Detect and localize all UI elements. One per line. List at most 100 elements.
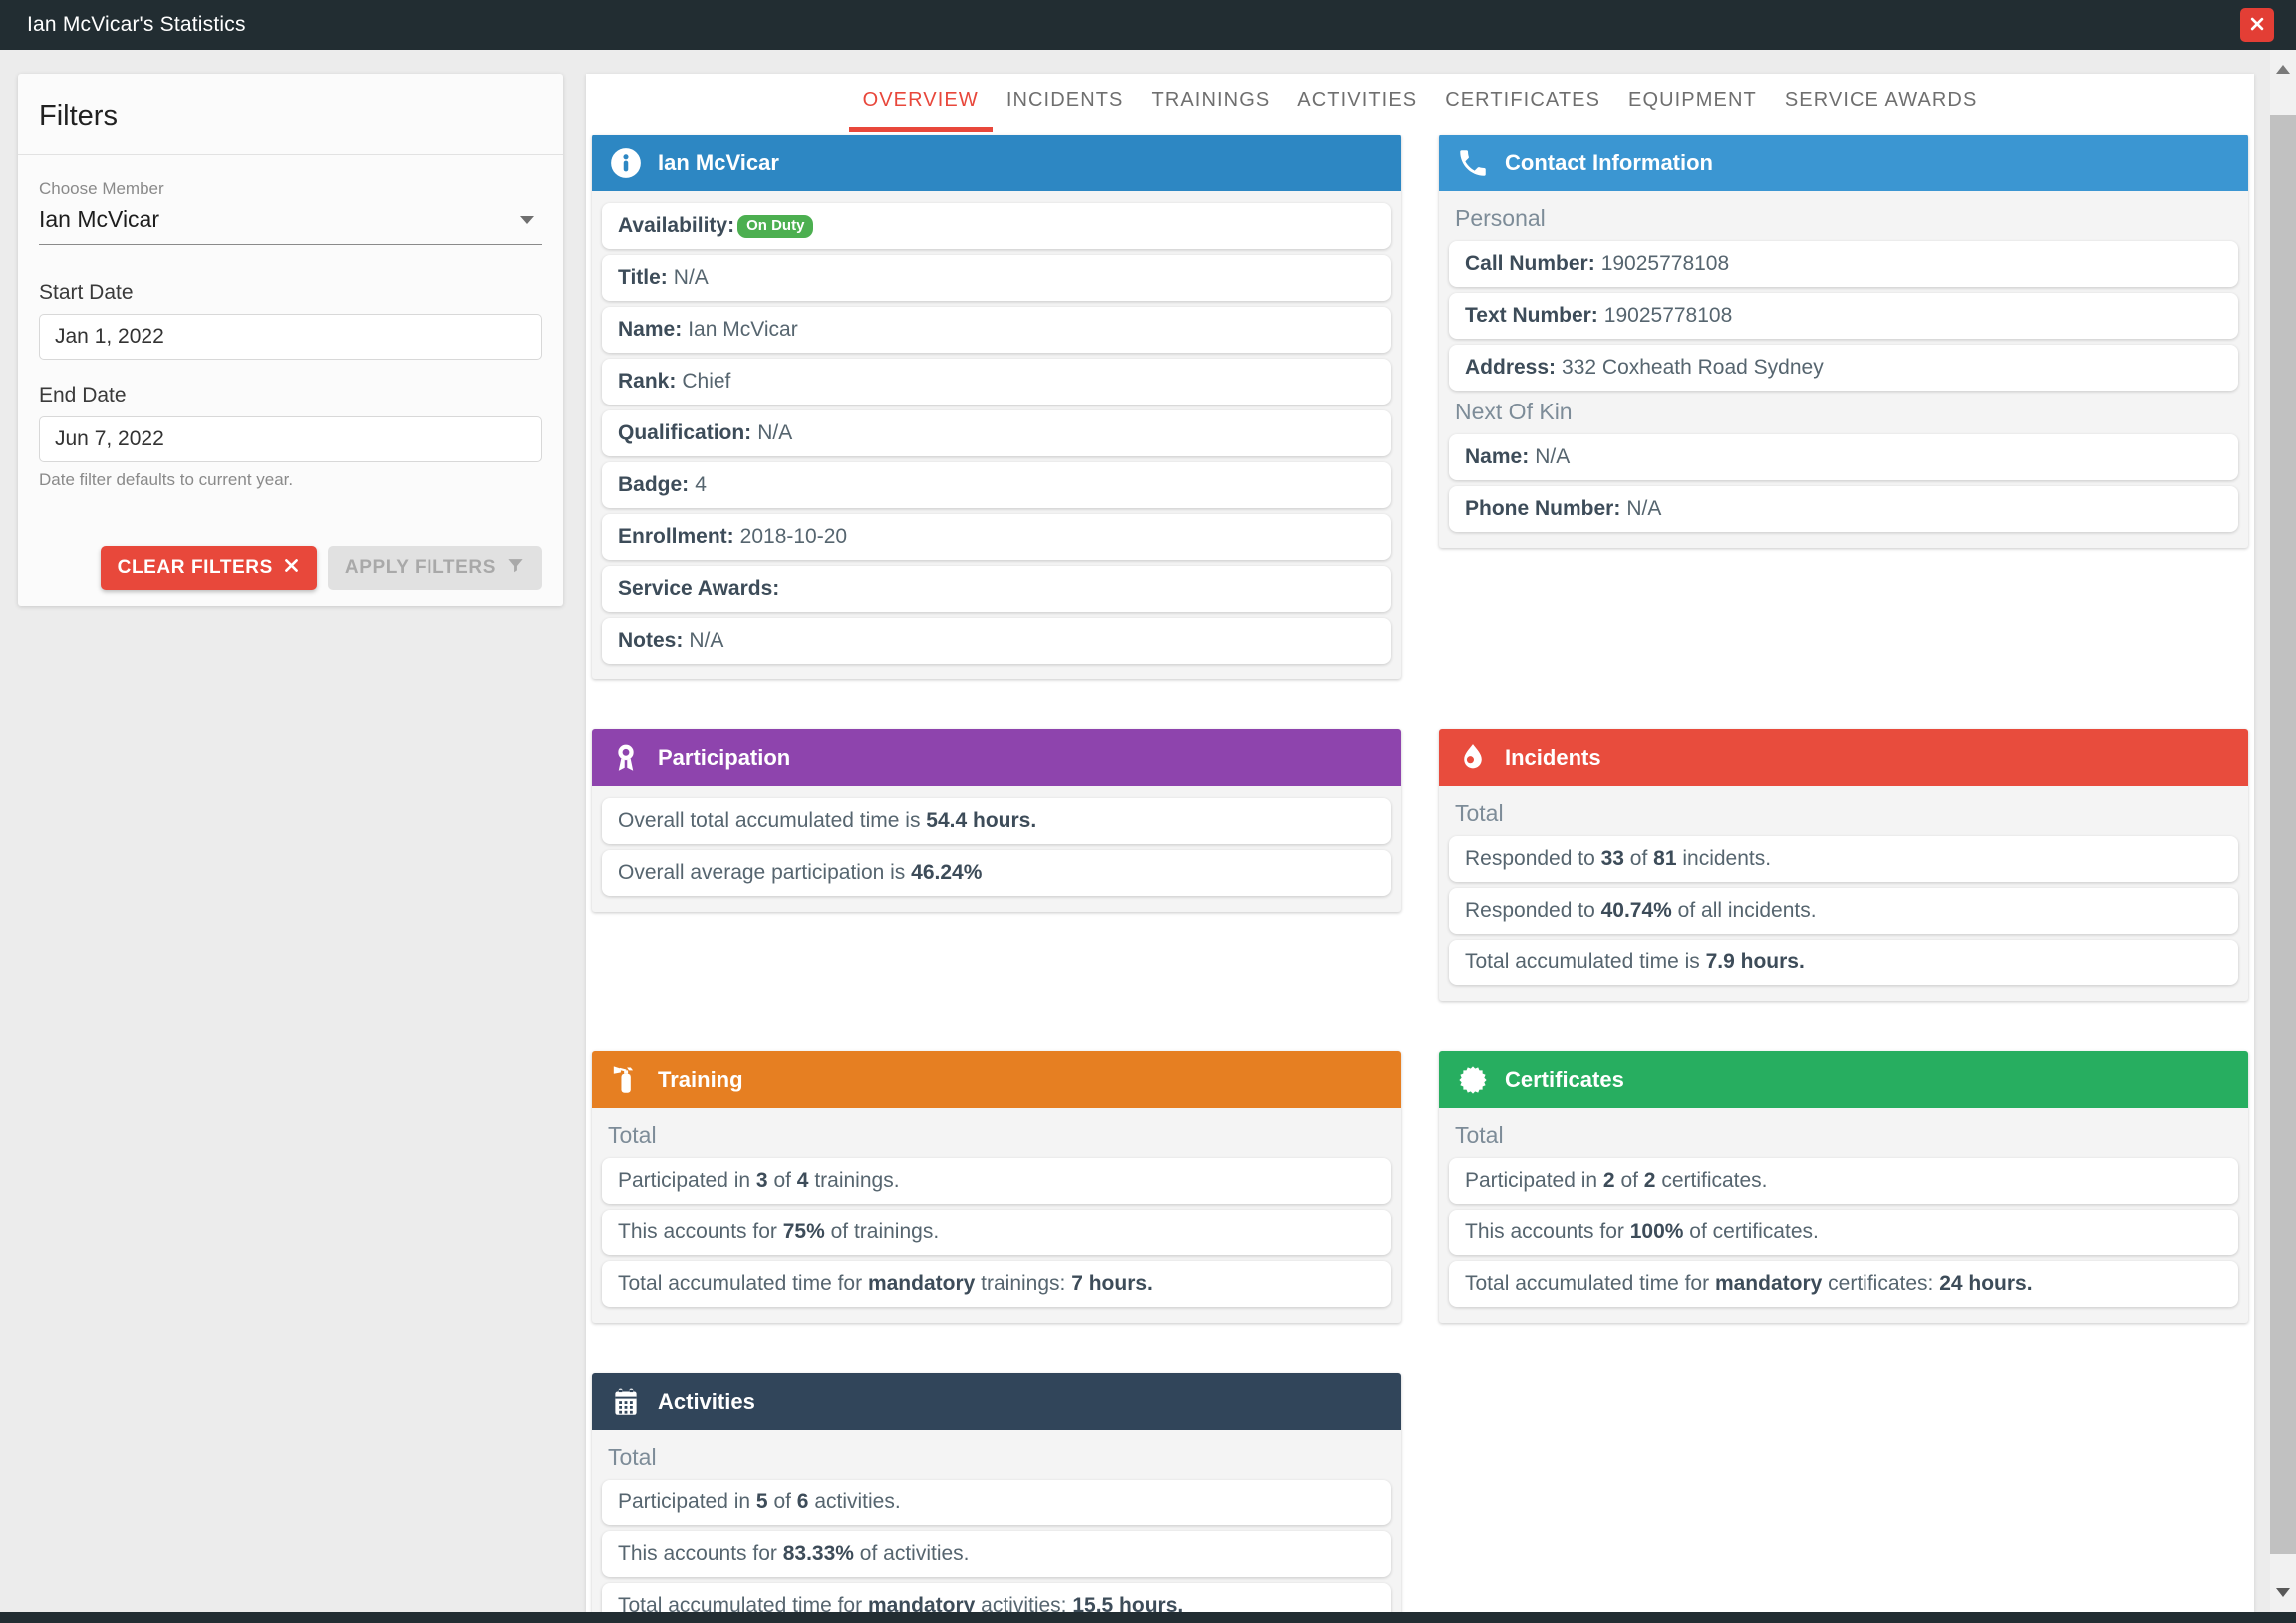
qualification-label: Qualification: [618, 421, 752, 444]
close-icon [2248, 15, 2266, 36]
title-label: Title: [618, 266, 668, 289]
tab-activities[interactable]: ACTIVITIES [1284, 74, 1431, 132]
funnel-icon [506, 556, 525, 581]
stat-value: 2 [1643, 1169, 1656, 1192]
address-label: Address: [1465, 356, 1557, 379]
qualification-value: N/A [757, 421, 793, 444]
certificates-percent-row: This accounts for 100% of certificates. [1449, 1210, 2238, 1255]
activities-card: Activities Total Participated in 5 of 6 … [592, 1373, 1401, 1612]
qualification-row: Qualification: N/A [602, 410, 1391, 456]
stat-text: of [1614, 1169, 1644, 1192]
triangle-up-icon [2276, 64, 2290, 74]
tab-certificates[interactable]: CERTIFICATES [1431, 74, 1614, 132]
cards-grid: Ian McVicar Availability: On Duty Title: N… [586, 132, 2254, 1612]
award-ribbon-icon [608, 740, 644, 776]
scrollbar-up-arrow[interactable] [2270, 54, 2296, 84]
stat-value: mandatory [867, 1272, 976, 1295]
certificates-time-row: Total accumulated time for mandatory cer… [1449, 1261, 2238, 1307]
rank-row: Rank: Chief [602, 359, 1391, 405]
stat-text: This accounts for [618, 1542, 783, 1565]
tab-equipment-label: EQUIPMENT [1628, 89, 1757, 111]
activities-time-row: Total accumulated time for mandatory act… [602, 1583, 1391, 1612]
stat-text: This accounts for [1465, 1220, 1630, 1243]
tab-activities-label: ACTIVITIES [1297, 89, 1418, 111]
vertical-scrollbar[interactable] [2270, 50, 2296, 1623]
stat-text: activities. [808, 1490, 901, 1513]
certificates-card-header: Certificates [1439, 1051, 2248, 1108]
scrollbar-thumb[interactable] [2270, 115, 2296, 1554]
end-date-label: End Date [39, 384, 127, 406]
triangle-down-icon [2276, 1587, 2290, 1597]
stat-text: of [767, 1169, 797, 1192]
training-card-title: Training [658, 1066, 743, 1092]
personal-section-label: Personal [1455, 205, 1546, 231]
notes-value: N/A [689, 629, 724, 652]
incidents-card-title: Incidents [1505, 744, 1601, 770]
stat-value: 83.33% [782, 1542, 854, 1565]
incidents-total-label: Total [1455, 800, 1504, 826]
clear-filters-button[interactable]: CLEAR FILTERS [100, 546, 317, 590]
activities-card-title: Activities [658, 1388, 755, 1414]
tab-certificates-label: CERTIFICATES [1445, 89, 1601, 111]
badge-row: Badge: 4 [602, 462, 1391, 508]
on-duty-badge: On Duty [737, 215, 814, 238]
member-card-header: Ian McVicar [592, 135, 1401, 191]
stat-text: of certificates. [1683, 1220, 1819, 1243]
clear-x-icon [283, 557, 300, 580]
tab-equipment[interactable]: EQUIPMENT [1614, 74, 1771, 132]
tab-service-awards[interactable]: SERVICE AWARDS [1771, 74, 1992, 132]
member-select[interactable]: Ian McVicar [39, 199, 542, 245]
stat-text: activities: [975, 1594, 1073, 1612]
stat-text: Responded to [1465, 899, 1601, 922]
address-value: 332 Coxheath Road Sydney [1562, 356, 1824, 379]
stat-text: Total accumulated time for [618, 1594, 868, 1612]
kin-phone-value: N/A [1626, 497, 1662, 520]
name-value: Ian McVicar [688, 318, 798, 341]
training-card: Training Total Participated in 3 of 4 tr… [592, 1051, 1401, 1323]
notes-label: Notes: [618, 629, 684, 652]
tab-trainings[interactable]: TRAININGS [1138, 74, 1285, 132]
main-panel: OVERVIEW INCIDENTS TRAININGS ACTIVITIES … [586, 74, 2254, 1612]
stat-text: Participated in [618, 1490, 756, 1513]
tab-overview-label: OVERVIEW [862, 89, 979, 111]
incidents-card: Incidents Total Responded to 33 of 81 in… [1439, 729, 2248, 1001]
fire-extinguisher-icon [608, 1062, 644, 1098]
stat-text: Participated in [618, 1169, 756, 1192]
contact-card-header: Contact Information [1439, 135, 2248, 191]
incidents-percent-row: Responded to 40.74% of all incidents. [1449, 888, 2238, 934]
text-number-row: Text Number: 19025778108 [1449, 293, 2238, 339]
apply-filters-button[interactable]: APPLY FILTERS [327, 546, 542, 590]
stat-text: Responded to [1465, 847, 1601, 870]
activities-percent-row: This accounts for 83.33% of activities. [602, 1531, 1391, 1577]
call-number-value: 19025778108 [1600, 252, 1730, 275]
tab-incidents[interactable]: INCIDENTS [993, 74, 1138, 132]
next-of-kin-section-label: Next Of Kin [1455, 399, 1573, 424]
stat-value: 15.5 hours. [1072, 1594, 1184, 1612]
stat-text: trainings. [808, 1169, 900, 1192]
rank-label: Rank: [618, 370, 677, 393]
start-date-input[interactable]: Jan 1, 2022 [39, 314, 542, 360]
start-date-label: Start Date [39, 281, 134, 304]
participation-total-time-row: Overall total accumulated time is 54.4 h… [602, 798, 1391, 844]
stat-value: mandatory [867, 1594, 976, 1612]
enrollment-value: 2018-10-20 [739, 525, 848, 548]
title-value: N/A [673, 266, 709, 289]
training-time-row: Total accumulated time for mandatory tra… [602, 1261, 1391, 1307]
stat-text: certificates: [1822, 1272, 1940, 1295]
apply-filters-label: APPLY FILTERS [344, 557, 496, 578]
stat-text: certificates. [1655, 1169, 1768, 1192]
participation-card: Participation Overall total accumulated … [592, 729, 1401, 912]
stat-value: 7 hours. [1071, 1272, 1153, 1295]
tab-overview[interactable]: OVERVIEW [848, 74, 993, 132]
availability-row: Availability: On Duty [602, 203, 1391, 249]
member-card: Ian McVicar Availability: On Duty Title: N… [592, 135, 1401, 679]
contact-card: Contact Information Personal Call Number… [1439, 135, 2248, 548]
stat-text: of activities. [853, 1542, 970, 1565]
close-button[interactable] [2240, 8, 2274, 42]
stat-value: 100% [1629, 1220, 1684, 1243]
scrollbar-down-arrow[interactable] [2270, 1577, 2296, 1607]
end-date-input[interactable]: Jun 7, 2022 [39, 416, 542, 462]
tab-bar: OVERVIEW INCIDENTS TRAININGS ACTIVITIES … [586, 74, 2254, 132]
certificates-total-label: Total [1455, 1122, 1504, 1148]
stat-value: 7.9 hours. [1705, 950, 1805, 973]
